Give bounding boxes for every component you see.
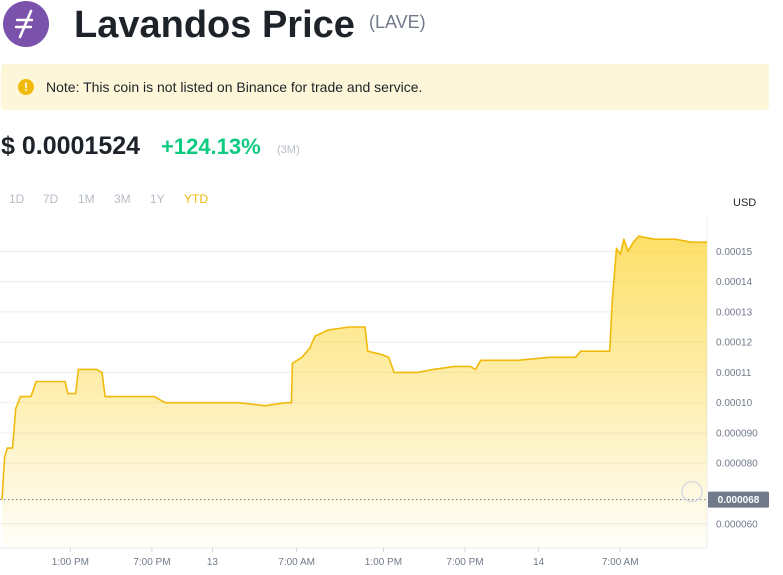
listing-note-banner: ! Note: This coin is not listed on Binan… <box>1 64 769 110</box>
watermark-icon <box>681 480 703 503</box>
y-tick-label: 0.00013 <box>716 307 753 318</box>
coin-symbol: (LAVE) <box>369 12 426 32</box>
y-tick-label: 0.00014 <box>716 277 753 288</box>
range-tab-1d[interactable]: 1D <box>9 192 25 206</box>
x-tick-label: 7:00 AM <box>278 557 315 568</box>
range-tab-7d[interactable]: 7D <box>43 192 59 206</box>
y-tick-label: 0.000090 <box>716 428 758 439</box>
x-tick-label: 7:00 PM <box>133 557 170 568</box>
price-chart[interactable]: 0.000060 0.000080 0.000090 0.00010 0.00011 0.… <box>0 215 783 575</box>
price-change-percent: +124.13% <box>161 134 261 159</box>
change-period: (3M) <box>277 144 300 156</box>
y-tick-label: 0.000080 <box>716 459 758 470</box>
page-header: Lavandos Price (LAVE) <box>0 0 783 50</box>
currency-label: USD <box>733 197 757 209</box>
x-tick-label: 1:00 PM <box>52 557 89 568</box>
y-tick-label: 0.000060 <box>716 519 758 530</box>
exclamation-icon: ! <box>18 79 34 95</box>
x-tick-label: 13 <box>207 557 219 568</box>
x-tick-label: 7:00 PM <box>446 557 483 568</box>
y-tick-label: 0.00010 <box>716 398 753 409</box>
y-tick-label: 0.00012 <box>716 338 753 349</box>
price-line <box>1 235 707 500</box>
current-price: $ 0.0001524 <box>1 132 141 160</box>
range-tab-1m[interactable]: 1M <box>78 192 95 206</box>
price-area <box>2 236 707 548</box>
x-tick-label: 14 <box>533 557 545 568</box>
page-title: Lavandos Price <box>74 4 355 46</box>
current-price-tag-label: 0.000068 <box>718 495 760 506</box>
range-tab-3m[interactable]: 3M <box>114 192 131 206</box>
y-tick-label: 0.00015 <box>716 247 753 258</box>
current-price-tag <box>708 491 769 508</box>
coin-logo-icon <box>3 1 49 47</box>
note-text: Note: This coin is not listed on Binance… <box>46 79 423 95</box>
range-tab-ytd[interactable]: YTD <box>184 192 208 206</box>
y-tick-label: 0.00011 <box>716 368 752 379</box>
x-tick-label: 1:00 PM <box>365 557 402 568</box>
x-tick-label: 7:00 AM <box>602 557 639 568</box>
range-tab-1y[interactable]: 1Y <box>150 192 165 206</box>
